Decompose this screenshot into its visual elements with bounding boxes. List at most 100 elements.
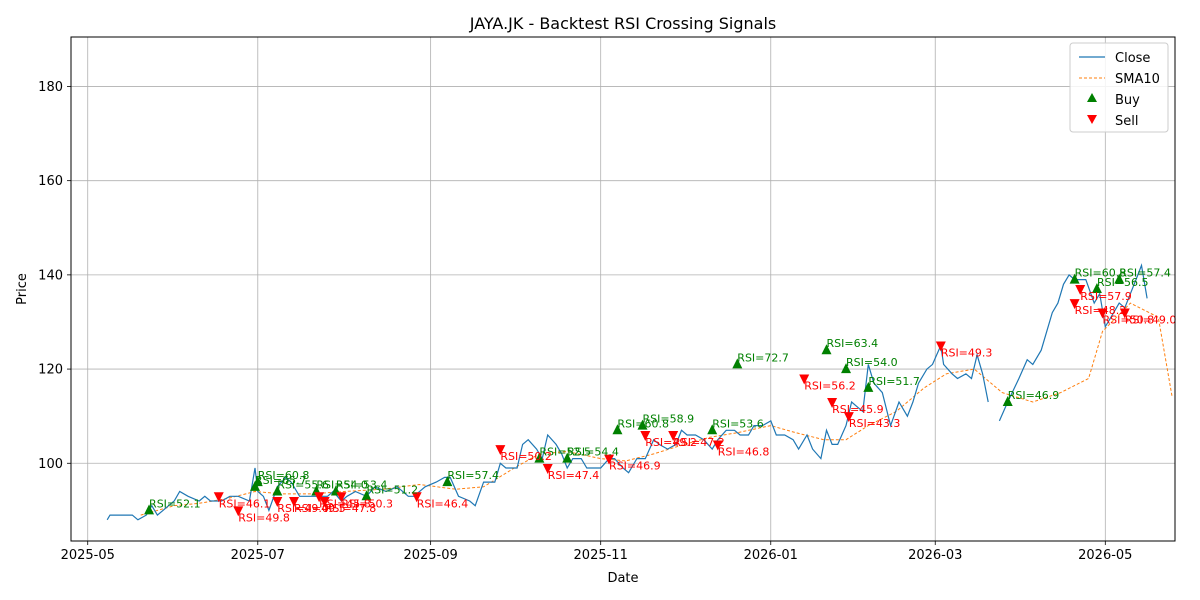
buy-signal-label: RSI=54.4: [567, 446, 619, 459]
sell-marker: [1069, 299, 1080, 310]
sell-marker: [495, 445, 506, 456]
sell-marker: [1075, 285, 1086, 295]
sell-signal-label: RSI=43.3: [849, 417, 901, 430]
sell-marker: [668, 431, 679, 442]
sell-marker: [604, 454, 615, 465]
sell-marker: [319, 496, 330, 507]
buy-signal-label: RSI=65.7: [255, 474, 307, 487]
buy-signal-label: RSI=60.8: [1075, 267, 1127, 280]
sell-signal-label: RSI=45.9: [832, 403, 884, 416]
sell-signal-label: RSI=46.9: [609, 460, 661, 473]
buy-signal-label: RSI=57.4: [1119, 267, 1171, 280]
legend: Close SMA10 Buy Sell: [1069, 42, 1169, 133]
sell-signal-label: RSI=46.1: [219, 497, 271, 510]
buy-marker: [1091, 283, 1102, 293]
buy-marker: [707, 424, 718, 435]
buy-signal-label: RSI=55.6: [277, 479, 329, 492]
legend-sell-marker: [1087, 115, 1097, 124]
sell-marker: [314, 492, 325, 503]
x-tick-label: 2025-07: [231, 548, 285, 563]
y-tick-label: 140: [38, 268, 63, 283]
buy-marker: [272, 485, 283, 496]
x-tick-label: 2026-01: [744, 548, 798, 563]
y-axis-ticks: 100 120 140 160 180: [38, 80, 71, 472]
sell-signal-label: RSI=49.8: [238, 511, 290, 524]
sell-signal-label: RSI=57.9: [1080, 290, 1132, 303]
sell-signal-label: RSI=45.8: [319, 497, 371, 510]
sell-signal-label: RSI=49.3: [941, 347, 993, 360]
buy-marker: [1069, 273, 1080, 284]
signal-labels: RSI=52.1RSI=65.7RSI=60.8RSI=55.6RSI=54.0…: [149, 267, 1176, 525]
sell-marker: [1119, 308, 1130, 319]
sell-marker: [272, 496, 283, 507]
buy-signal-label: RSI=46.9: [1008, 389, 1060, 402]
sell-marker: [411, 492, 422, 503]
x-tick-label: 2025-05: [61, 548, 115, 563]
chart-title: JAYA.JK - Backtest RSI Crossing Signals: [469, 14, 776, 33]
sell-signal-label: RSI=47.4: [548, 469, 600, 482]
sell-marker: [640, 431, 651, 442]
buy-signal-label: RSI=60.8: [258, 469, 310, 482]
sell-marker: [1097, 308, 1108, 319]
x-axis-ticks: 2025-05 2025-07 2025-09 2025-11 2026-01 2026-…: [61, 541, 1132, 563]
legend-buy-label: Buy: [1115, 93, 1140, 108]
buy-marker: [252, 476, 263, 487]
y-tick-label: 180: [38, 80, 63, 95]
sell-marker: [827, 398, 838, 409]
y-tick-label: 100: [38, 457, 63, 472]
legend-buy-marker: [1087, 93, 1097, 102]
legend-close-label: Close: [1115, 51, 1150, 66]
buy-signal-label: RSI=51.2: [367, 483, 419, 496]
legend-box: [1069, 42, 1169, 133]
buy-signal-label: RSI=51.7: [868, 375, 920, 388]
close-line-tail: [998, 263, 1148, 422]
x-tick-label: 2026-03: [908, 548, 962, 563]
sell-marker: [799, 374, 810, 385]
sell-signal-label: RSI=49.2: [645, 436, 697, 449]
buy-signal-label: RSI=53.6: [712, 417, 764, 430]
buy-signal-label: RSI=56.5: [1097, 276, 1149, 289]
buy-signal-label: RSI=60.8: [617, 417, 669, 430]
buy-signal-label: RSI=53.4: [336, 479, 388, 492]
buy-signal-label: RSI=52.1: [149, 497, 201, 510]
buy-marker: [442, 476, 453, 487]
sell-signal-label: RSI=49.0: [277, 502, 329, 515]
y-axis-label: Price: [15, 273, 30, 305]
x-tick-label: 2026-05: [1078, 548, 1132, 563]
legend-sma-label: SMA10: [1115, 72, 1160, 87]
buy-marker: [534, 452, 545, 463]
buy-signal-label: RSI=63.4: [827, 337, 879, 350]
sell-marker: [843, 412, 854, 423]
sell-signal-label: RSI=49.5: [294, 502, 346, 515]
buy-marker: [821, 344, 832, 355]
buy-signal-label: RSI=58.9: [643, 413, 695, 426]
sell-signal-label: RSI=46.8: [718, 445, 770, 458]
buy-signal-label: RSI=54.0: [846, 356, 898, 369]
buy-marker: [361, 490, 372, 501]
buy-marker: [1114, 273, 1125, 284]
buy-marker: [1002, 396, 1013, 407]
sell-signal-label: RSI=50.3: [341, 497, 393, 510]
y-tick-label: 160: [38, 174, 63, 189]
sma10-layer: [140, 302, 1173, 516]
sell-signal-label: RSI=50.2: [500, 450, 552, 463]
buy-signal-label: RSI=54.0: [316, 479, 368, 492]
sell-marker: [213, 492, 224, 503]
x-axis-label: Date: [607, 571, 638, 586]
grid: [71, 37, 1175, 541]
sell-signal-label: RSI=48.2: [1075, 304, 1127, 317]
sell-signal-label: RSI=47.8: [325, 502, 377, 515]
buy-signal-label: RSI=52.5: [539, 446, 591, 459]
sma10-line: [140, 302, 1173, 516]
y-tick-label: 120: [38, 363, 63, 378]
sell-marker: [712, 440, 723, 451]
buy-signal-label: RSI=72.7: [737, 351, 789, 364]
sell-signal-label: RSI=50.8: [1103, 314, 1155, 327]
buy-marker: [863, 381, 874, 392]
buy-marker: [841, 363, 852, 374]
buy-signal-label: RSI=57.4: [447, 469, 499, 482]
buy-marker: [612, 424, 623, 435]
buy-marker: [637, 419, 648, 430]
legend-sell-label: Sell: [1115, 114, 1138, 129]
